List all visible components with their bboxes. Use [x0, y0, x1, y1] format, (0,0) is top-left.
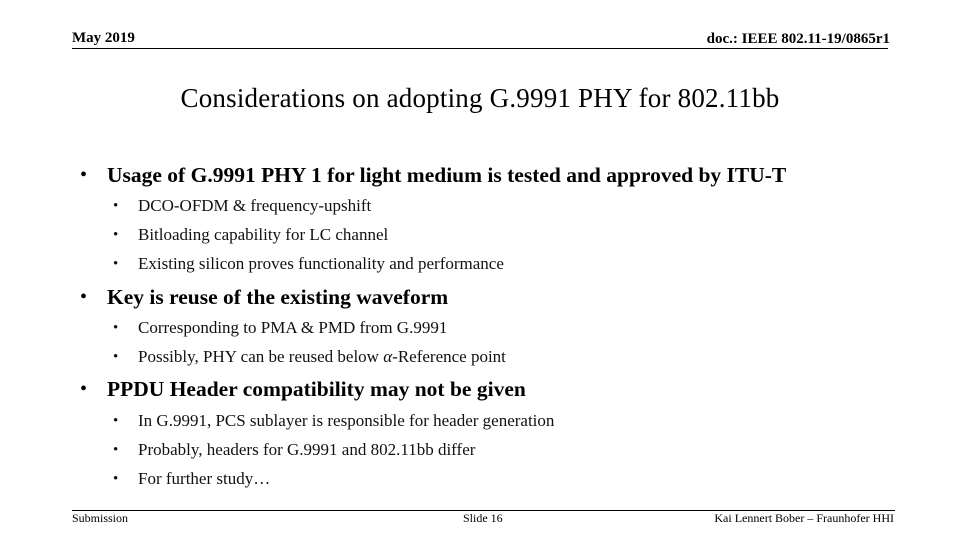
sub-bullet-text: In G.9991, PCS sublayer is responsible f… — [138, 411, 555, 430]
bullet-icon: • — [113, 471, 119, 487]
bullet-icon: • — [113, 442, 119, 458]
sub-bullet-text: DCO-OFDM & frequency-upshift — [138, 196, 372, 215]
bullet-icon: • — [113, 320, 119, 336]
header-date: May 2019 — [72, 30, 135, 46]
bullet-icon: • — [80, 378, 88, 400]
sub-bullet-text: Existing silicon proves functionality an… — [138, 254, 504, 273]
footer-submission: Submission — [72, 511, 129, 525]
sub-bullet-text: Possibly, PHY can be reused below α-Refe… — [138, 344, 506, 370]
slide-title: Considerations on adopting G.9991 PHY fo… — [180, 83, 780, 113]
sub-bullet-text: Probably, headers for G.9991 and 802.11b… — [138, 440, 476, 459]
alpha-symbol: α — [383, 347, 393, 366]
bullet-text: Key is reuse of the existing waveform — [107, 285, 449, 309]
bullet-text: PPDU Header compatibility may not be giv… — [107, 377, 526, 401]
bullet-text: Usage of G.9991 PHY 1 for light medium i… — [107, 163, 787, 187]
bullet-icon: • — [113, 227, 119, 243]
sub-bullet-text: For further study… — [138, 469, 271, 488]
text-after-symbol: -Reference point — [392, 347, 506, 366]
sub-bullet-text: Bitloading capability for LC channel — [138, 225, 389, 244]
header-divider — [72, 48, 888, 49]
header-doc-id: doc.: IEEE 802.11-19/0865r1 — [706, 31, 890, 47]
bullet-icon: • — [113, 198, 119, 214]
bullet-icon: • — [80, 286, 88, 308]
footer-author: Kai Lennert Bober – Fraunhofer HHI — [714, 511, 894, 525]
footer-divider — [72, 510, 895, 511]
bullet-icon: • — [113, 413, 119, 429]
bullet-icon: • — [113, 349, 119, 365]
text-before-symbol: Possibly, PHY can be reused below — [138, 347, 384, 366]
footer-slide-number: Slide 16 — [463, 511, 503, 525]
bullet-icon: • — [80, 164, 88, 186]
bullet-icon: • — [113, 256, 119, 272]
sub-bullet-text: Corresponding to PMA & PMD from G.9991 — [138, 318, 448, 337]
